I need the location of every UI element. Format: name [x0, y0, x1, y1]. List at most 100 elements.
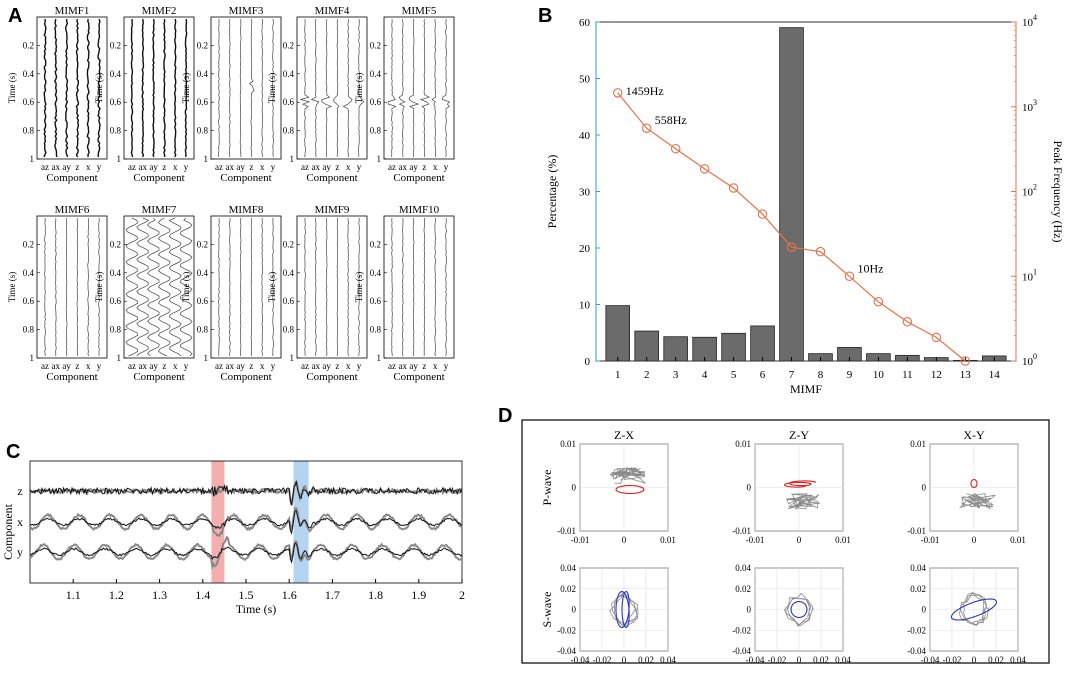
y-tick-label: 0.8 [283, 325, 295, 335]
peak-frequency-line [617, 92, 966, 362]
x-tick-label: ax [139, 361, 148, 371]
x-tick-label: 0 [797, 535, 802, 545]
column-title-x-y: X-Y [963, 428, 985, 442]
component-trace [163, 18, 166, 158]
peak-frequency-point [844, 271, 855, 281]
y-tick-label: 0.4 [283, 268, 295, 278]
x-tick-label: x [346, 361, 351, 371]
component-trace [358, 217, 360, 357]
left-tick-label: 20 [579, 243, 591, 255]
subplot-frame [36, 215, 108, 359]
y-axis-label: Time (s) [354, 73, 364, 103]
y-tick-label: 0.6 [283, 97, 295, 107]
y-tick-label: 0.6 [283, 296, 295, 306]
subplot-title: MIMF7 [142, 204, 177, 216]
peak-frequency-point [757, 209, 768, 219]
peak-frequency-point [728, 183, 739, 193]
right-tick-label: 103 [1022, 98, 1037, 114]
component-trace [75, 18, 80, 158]
trace-label-z: z [17, 484, 22, 498]
component-trace [157, 217, 171, 357]
x-tick-label: -0.02 [768, 655, 787, 665]
y-tick-label: 0.02 [735, 584, 751, 594]
y-tick-label: 0.8 [110, 126, 122, 136]
component-trace [65, 217, 68, 357]
component-trace [261, 18, 263, 158]
x-tick-label: 0.04 [660, 655, 676, 665]
y-tick-label: -0.01 [907, 526, 926, 536]
right-tick-label: 102 [1022, 183, 1037, 199]
column-title-z-y: Z-Y [789, 428, 809, 442]
subplot-title: MIMF2 [142, 5, 177, 17]
x-tick-label: -0.02 [943, 655, 962, 665]
y-tick-label: 0.4 [370, 69, 382, 79]
x-tick-label: ay [236, 162, 245, 172]
component-trace [218, 19, 220, 158]
x-tick-label: z [335, 162, 339, 172]
y-tick-label: 0.6 [110, 97, 122, 107]
subplot-frame [296, 16, 368, 160]
x-tick-label: -0.04 [746, 655, 765, 665]
x-tick-label: 1.6 [282, 588, 297, 602]
y-tick-label: 0.8 [197, 126, 209, 136]
component-trace [218, 217, 220, 357]
y-tick-label: -0.01 [732, 526, 751, 536]
x-axis-label: Component [133, 172, 184, 184]
subplot-frame [383, 16, 455, 160]
left-tick-label: 30 [579, 187, 591, 199]
x-tick-label: ay [322, 162, 331, 172]
gray-orbit [609, 466, 646, 484]
subplot-frame [210, 215, 282, 359]
subplot-title: MIMF5 [402, 5, 437, 17]
x-tick-label: x [260, 361, 265, 371]
x-tick-label: x [173, 361, 178, 371]
y-tick-label: 1 [117, 353, 122, 363]
x-tick-label: ax [312, 361, 321, 371]
component-trace [412, 217, 415, 357]
x-tick-label: x [86, 162, 91, 172]
component-trace [325, 217, 328, 357]
component-trace [310, 18, 320, 158]
p-wave-orbit [615, 484, 645, 495]
x-tick-label: az [128, 361, 136, 371]
subplot-title: MIMF4 [315, 5, 350, 17]
x-tick-label: 0.01 [660, 535, 676, 545]
y-tick-label: 0.8 [370, 126, 382, 136]
x-tick-label: z [162, 162, 166, 172]
x-tick-label: az [388, 361, 396, 371]
x-tick-label: 2 [459, 588, 465, 602]
x-tick-label: z [422, 361, 426, 371]
component-trace [431, 18, 437, 158]
x-tick-label: x [86, 361, 91, 371]
x-tick-label: az [215, 162, 223, 172]
x-tick-label: 3 [673, 369, 679, 381]
y-tick-label: 0.01 [910, 439, 926, 449]
x-tick-label: ax [52, 361, 61, 371]
y-tick-label: 0.6 [23, 97, 35, 107]
y-tick-label: 0.2 [197, 40, 208, 50]
x-tick-label: y [184, 162, 189, 172]
x-tick-label: 0 [622, 535, 627, 545]
component-trace [44, 217, 46, 357]
annotation-10hz: 10Hz [857, 261, 883, 275]
y-tick-label: 1 [204, 154, 209, 164]
bar-mimf5 [721, 332, 746, 362]
x-tick-label: 1.1 [66, 588, 81, 602]
x-tick-label: 0.04 [1010, 655, 1026, 665]
component-trace [173, 18, 177, 158]
x-tick-label: z [75, 361, 79, 371]
x-tick-label: 1.4 [195, 588, 210, 602]
x-tick-label: 0 [972, 655, 977, 665]
y-axis-label: Time (s) [181, 272, 191, 302]
x-axis-label: Time (s) [236, 602, 277, 616]
trace-y [29, 542, 463, 564]
x-tick-label: az [215, 361, 223, 371]
x-tick-label: x [433, 361, 438, 371]
y-tick-label: 0.8 [197, 325, 209, 335]
y-tick-label: 1 [290, 353, 295, 363]
x-tick-label: ax [226, 361, 235, 371]
trace-z [29, 479, 463, 506]
